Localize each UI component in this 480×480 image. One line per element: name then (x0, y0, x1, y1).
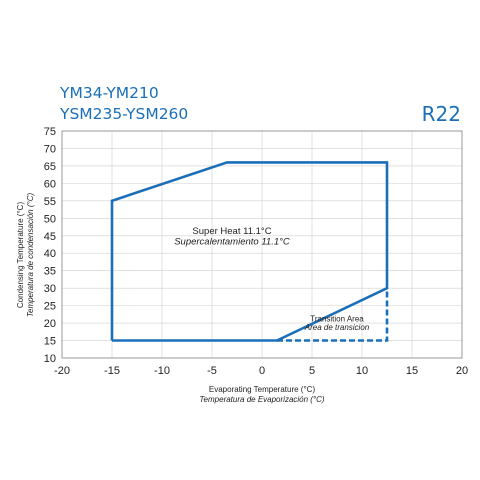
y-tick-label: 55 (44, 196, 56, 208)
y-tick-label: 15 (44, 336, 56, 348)
x-tick-label: -10 (154, 365, 170, 377)
x-axis-label: Evaporating Temperature (°C) (209, 385, 316, 394)
x-tick-label: -20 (54, 365, 70, 377)
y-tick-label: 70 (44, 143, 56, 155)
chart-title-line-2: YSM235-YSM260 (59, 105, 188, 123)
y-tick-label: 50 (44, 213, 56, 225)
y-tick-label: 20 (44, 318, 56, 330)
y-tick-labels: 10 15 20 25 30 35 40 45 50 55 60 65 70 75 (44, 126, 56, 365)
annotation-text: Super Heat 11.1°C (192, 226, 271, 237)
x-tick-label: 15 (406, 365, 418, 377)
transition-area-boundary (277, 288, 389, 342)
annotation-text: Supercalentamiento 11.1°C (174, 237, 290, 248)
plot-frame (61, 130, 463, 359)
annotation-text: Transition Area (310, 314, 364, 323)
series-layer (110, 161, 389, 342)
x-axis-label-es: Temperatura de Evaporización (°C) (199, 395, 325, 404)
y-tick-label: 40 (44, 248, 56, 260)
y-axis-label-es: Temperatura de condensación (°C) (26, 193, 35, 318)
y-tick-label: 35 (44, 266, 56, 278)
x-tick-label: -5 (207, 365, 217, 377)
x-tick-label: 0 (259, 365, 265, 377)
x-tick-label: 5 (309, 365, 315, 377)
y-tick-label: 60 (44, 178, 56, 190)
x-tick-label: 20 (456, 365, 468, 377)
y-axis-label: Condensing Temperature (°C) (16, 202, 25, 309)
x-tick-label: -15 (104, 365, 120, 377)
y-tick-label: 45 (44, 231, 56, 243)
annotation-text: Area de transicion (304, 323, 370, 332)
x-tick-labels: -20 -15 -10 -5 0 5 10 15 20 (54, 365, 468, 377)
chart-title-line-1: YM34-YM210 (59, 84, 159, 102)
y-tick-label: 10 (44, 353, 56, 365)
y-tick-label: 25 (44, 301, 56, 313)
y-tick-label: 65 (44, 161, 56, 173)
x-tick-label: 10 (356, 365, 368, 377)
y-tick-label: 30 (44, 283, 56, 295)
refrigerant-label: R22 (422, 102, 461, 126)
y-tick-label: 75 (44, 126, 56, 138)
